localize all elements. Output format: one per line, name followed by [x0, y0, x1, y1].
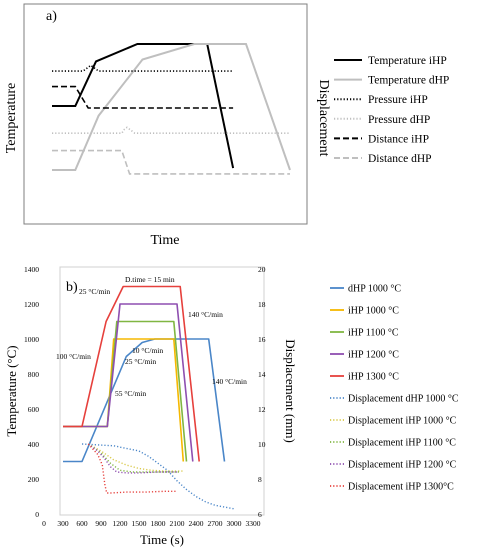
x-tick-label: 900 — [95, 519, 107, 528]
panel-a-y-label-left: Temperature — [4, 83, 19, 154]
panel-a-label: a) — [46, 9, 57, 24]
panel-a-series-temperature-dhp — [52, 43, 291, 171]
panel-b-series-displacement-ihp-1100-c — [87, 443, 181, 473]
x-tick-label: 2100 — [170, 519, 185, 528]
panel-b-series-ihp-1200-c — [63, 303, 194, 462]
panel-b-legend-label-displacement-ihp-1200-c: Displacement iHP 1200 °C — [348, 460, 457, 471]
panel-b-y-label-left: Temperature (°C) — [4, 345, 19, 436]
annotation-rate-140-dHP: 140 °C/min — [212, 377, 247, 386]
y-tick-label-right: 20 — [258, 265, 266, 274]
y-tick-label-left: 1200 — [24, 300, 39, 309]
x-tick-label: 3300 — [246, 519, 261, 528]
panel-b-series-displacement-ihp-1000-c — [87, 443, 184, 472]
panel-b-series-displacement-ihp-1300c — [87, 443, 177, 494]
y-tick-label-left: 0 — [35, 510, 39, 519]
panel-b-legend-label-ihp-1300-c: iHP 1300 °C — [348, 372, 399, 383]
panel-b-legend-label-displacement-dhp-1000-c: Displacement dHP 1000 °C — [348, 394, 459, 405]
panel-b-legend-label-ihp-1000-c: iHP 1000 °C — [348, 306, 399, 317]
panel-a-legend-label-distance-dhp: Distance dHP — [368, 153, 432, 165]
y-tick-label-left: 1000 — [24, 335, 39, 344]
y-tick-label-right: 12 — [258, 405, 266, 414]
x-tick-label: 600 — [76, 519, 88, 528]
panel-a: a) Temperature Displacement Time Tempera… — [4, 3, 449, 248]
y-tick-label-right: 6 — [258, 510, 262, 519]
y-tick-label-right: 18 — [258, 300, 266, 309]
panel-b-x-label: Time (s) — [140, 532, 184, 547]
y-tick-label-left: 1400 — [24, 265, 39, 274]
x-tick-label: 1200 — [113, 519, 128, 528]
y-tick-label-right: 10 — [258, 440, 266, 449]
panel-b-legend-label-displacement-ihp-1000-c: Displacement iHP 1000 °C — [348, 416, 457, 427]
panel-a-series-pressure-ihp — [52, 64, 234, 72]
panel-a-y-label-right: Displacement — [316, 80, 331, 157]
panel-b-series-ihp-1300-c — [63, 285, 200, 462]
panel-b: b) Temperature (°C) Displacement (mm) Ti… — [4, 265, 459, 547]
panel-a-plot-frame — [23, 3, 308, 225]
panel-a-series-distance-ihp — [52, 85, 234, 109]
panel-b-legend-label-ihp-1100-c: iHP 1100 °C — [348, 328, 399, 339]
annotation-rate-55: 55 °C/min — [115, 389, 146, 398]
x-tick-label: 1800 — [151, 519, 166, 528]
x-tick-label: 3000 — [227, 519, 242, 528]
annotation-rate-25-dHP: 25 °C/min — [125, 357, 156, 366]
y-tick-label-left: 800 — [28, 370, 40, 379]
panel-b-legend-label-displacement-ihp-1100-c: Displacement iHP 1100 °C — [348, 438, 456, 449]
y-tick-label-right: 16 — [258, 335, 266, 344]
panel-b-series-displacement-ihp-1200-c — [87, 443, 177, 474]
panel-a-legend-label-distance-ihp: Distance iHP — [368, 133, 429, 145]
y-tick-label-left: 400 — [28, 440, 40, 449]
panel-b-plot-frame — [59, 266, 265, 516]
panel-a-series-temperature-ihp — [52, 43, 235, 169]
panel-b-series-dhp-1000-c — [63, 338, 226, 463]
panel-a-legend-label-temperature-dhp: Temperature dHP — [368, 75, 449, 87]
annotation-rate-10: 10 °C/min — [132, 346, 163, 355]
panel-b-legend-label-displacement-ihp-1300c: Displacement iHP 1300°C — [348, 482, 454, 493]
panel-b-label: b) — [66, 280, 78, 295]
x-tick-label: 300 — [57, 519, 69, 528]
panel-a-legend-label-pressure-dhp: Pressure dHP — [368, 114, 430, 126]
panel-a-series-distance-dhp — [52, 149, 290, 175]
panel-a-legend-label-pressure-ihp: Pressure iHP — [368, 94, 428, 106]
panel-b-legend-label-ihp-1200-c: iHP 1200 °C — [348, 350, 399, 361]
y-tick-label-right: 14 — [258, 370, 266, 379]
annotation-rate-140-iHP: 140 °C/min — [188, 310, 223, 319]
annotation-rate-100: 100 °C/min — [56, 352, 91, 361]
panel-b-legend-label-dhp-1000-c: dHP 1000 °C — [348, 284, 401, 295]
panel-b-series-displacement-dhp-1000-c — [81, 443, 235, 510]
x-tick-label: 1500 — [132, 519, 147, 528]
x-tick-label: 2700 — [208, 519, 223, 528]
panel-a-x-label: Time — [150, 233, 179, 248]
y-tick-label-left: 600 — [28, 405, 40, 414]
x-tick-label: 2400 — [189, 519, 204, 528]
panel-b-y-label-right: Displacement (mm) — [283, 339, 298, 443]
panel-a-legend-label-temperature-ihp: Temperature iHP — [368, 55, 447, 67]
annotation-rate-25-iHP: 25 °C/min — [79, 287, 110, 296]
annotation-dwell-time: D.time = 15 min — [125, 275, 175, 284]
panel-a-series-pressure-dhp — [52, 126, 290, 134]
y-tick-label-left: 200 — [28, 475, 40, 484]
x-tick-label: 0 — [42, 519, 46, 528]
y-tick-label-right: 8 — [258, 475, 262, 484]
